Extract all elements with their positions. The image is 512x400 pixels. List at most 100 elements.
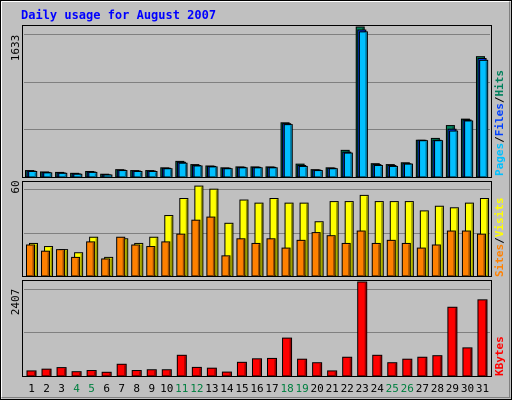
bar-kbytes-day-28-body [432,355,443,377]
bar-sites-day-24 [371,242,381,277]
bar-pages-day-16-body [253,167,263,178]
bar-sites-day-23 [356,230,366,277]
bar-pages-day-6-side [109,175,112,177]
x-label-day-22: 22 [341,382,354,395]
bar-kbytes-day-24-side [379,356,382,376]
bar-pages-day-16-side [260,168,262,177]
bar-pages-day-20-body [313,170,323,178]
bar-kbytes-day-10-side [169,370,171,376]
bar-visits-day-24-side [381,202,383,276]
bar-sites-day-7 [116,236,126,277]
bar-visits-day-18-side [291,204,293,276]
bar-pages-day-27-side [425,141,428,177]
bar-kbytes-day-11 [176,354,187,377]
bar-pages-day-30 [464,120,474,178]
bar-kbytes-day-7 [116,363,127,377]
bar-pages-day-2-side [49,173,52,177]
bar-kbytes-day-30-body [462,347,473,377]
bar-pages-day-27 [419,140,429,178]
bar-kbytes-day-9 [146,369,157,377]
bar-sites-day-13-body [206,216,216,277]
bar-visits-day-7-side [125,239,128,276]
bar-kbytes-day-29 [447,306,458,377]
bar-kbytes-day-22-side [349,358,352,376]
bar-kbytes-day-1-side [34,371,36,376]
bar-sites-day-31-side [483,235,485,276]
bar-sites-day-27-side [423,249,425,276]
bar-pages-day-9-body [148,170,158,178]
x-label-day-26: 26 [401,382,414,395]
x-label-day-2: 2 [43,382,50,395]
bar-visits-day-14-side [230,224,233,276]
bar-sites-day-19-body [296,239,306,277]
bar-pages-day-21-body [328,168,338,178]
bar-pages-day-20 [313,170,323,178]
bar-sites-day-21 [326,235,336,277]
bar-kbytes-day-2-body [41,368,52,377]
bar-kbytes-day-7-side [124,365,126,376]
bar-sites-day-17-side [273,239,275,276]
bar-pages-day-4-body [73,173,83,178]
bar-pages-day-13-side [215,167,217,177]
bar-kbytes-day-16-side [259,359,261,376]
bar-sites-day-14-body [221,255,231,277]
bar-kbytes-day-27 [417,356,428,377]
bar-sites-day-18 [281,247,291,277]
bar-visits-day-11-side [185,199,188,276]
x-label-day-23: 23 [356,382,369,395]
bar-pages-day-25-body [388,165,398,178]
bar-sites-day-8-side [137,246,140,276]
bar-pages-day-19-side [305,167,307,177]
bar-pages-day-24 [373,165,383,178]
bar-pages-day-5-side [94,173,97,177]
bar-pages-day-21 [328,168,338,178]
bar-kbytes-day-16 [251,358,262,377]
bar-visits-day-27-side [426,211,428,276]
bar-pages-day-18-side [290,125,292,177]
bar-sites-day-28 [431,244,441,277]
x-label-day-10: 10 [160,382,173,395]
bar-pages-day-7 [118,170,128,178]
bar-kbytes-day-30-side [469,348,472,376]
x-label-day-31: 31 [476,382,489,395]
bar-pages-day-11 [178,162,188,178]
bar-sites-day-26-side [408,244,410,276]
bar-sites-day-6-side [107,259,110,276]
bar-sites-day-2-side [47,252,50,276]
bar-sites-day-26 [401,242,411,277]
x-label-day-13: 13 [205,382,218,395]
bar-pages-day-30-body [464,120,474,178]
bar-visits-day-30-side [471,204,473,276]
bar-kbytes-day-27-side [424,358,427,376]
bar-sites-day-4-body [71,256,81,277]
bar-sites-day-31 [476,233,486,277]
bar-sites-day-16-body [251,242,261,277]
bar-sites-day-11-side [182,235,185,276]
panel-top-ymax-label: 1633 [9,35,22,62]
bar-pages-day-11-side [185,164,187,177]
bar-kbytes-day-24 [372,354,383,377]
legend-middle: Sites/Visits [493,198,506,278]
x-label-day-8: 8 [133,382,140,395]
bar-sites-day-14-side [227,256,230,276]
bar-pages-day-18-body [283,124,293,178]
bar-visits-day-20-side [321,222,323,276]
bar-visits-day-3-side [65,250,68,276]
bar-sites-day-3-body [56,249,66,277]
bar-pages-day-8-body [133,170,143,178]
bar-sites-day-30-side [468,232,470,276]
bar-kbytes-day-29-body [447,306,458,377]
bar-kbytes-day-4-body [71,371,82,377]
bar-kbytes-day-2 [41,368,52,377]
bar-sites-day-30 [461,230,471,277]
bar-kbytes-day-26 [402,358,413,377]
bar-pages-day-15-body [238,167,248,178]
bar-pages-day-1-side [34,172,37,177]
bar-kbytes-day-14-side [229,373,231,376]
bar-pages-day-16 [253,167,263,178]
bar-pages-day-22-side [350,154,352,177]
bar-sites-day-19-side [303,241,305,276]
bar-sites-day-9-body [146,246,156,277]
bar-visits-day-6-side [110,258,113,276]
bar-sites-day-5 [86,241,96,277]
